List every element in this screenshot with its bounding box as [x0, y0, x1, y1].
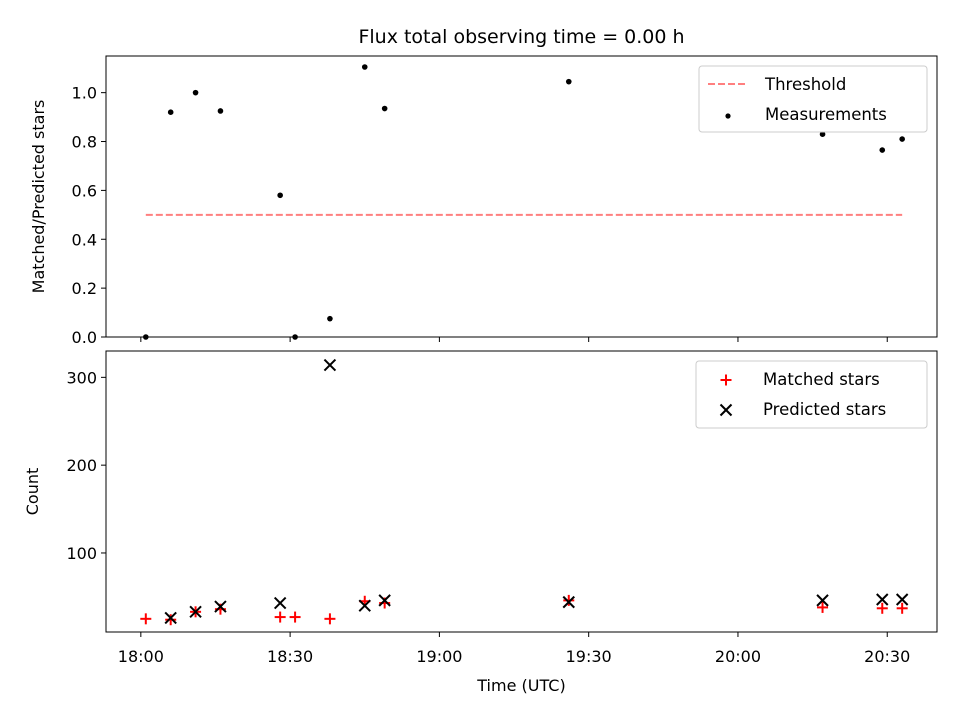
x-axis-label: Time (UTC): [476, 676, 565, 695]
top-legend-box: [698, 65, 928, 133]
predicted-star-point: [562, 595, 575, 609]
predicted-star-point: [378, 594, 391, 607]
bottom-y-tick-label: 100: [66, 544, 97, 563]
top-y-ticks: 0.0 0.2 0.4 0.6 0.8 1.0: [72, 84, 106, 347]
legend-x-marker: [719, 403, 733, 417]
predicted-star-point: [876, 593, 889, 606]
bottom-plot-frame: [105, 350, 938, 633]
chart-title: Flux total observing time = 0.00 h: [358, 26, 684, 48]
bottom-y-ticks: 100 200 300: [66, 368, 106, 563]
top-y-tick-label: 1.0: [72, 84, 97, 103]
predicted-star-point: [164, 611, 177, 625]
measurement-point: [217, 108, 224, 114]
measurement-point: [565, 78, 572, 85]
bottom-legend: Matched stars Predicted stars: [695, 360, 928, 429]
top-legend: Threshold Measurements: [698, 65, 928, 133]
measurement-point: [167, 109, 174, 115]
top-y-tick-label: 0.8: [72, 133, 97, 152]
x-tick-label: 20:00: [715, 647, 761, 666]
matched-star-point: [876, 602, 888, 614]
predicted-star-point: [189, 605, 202, 619]
legend-plus-marker: [720, 374, 732, 386]
top-y-tick-label: 0.6: [72, 181, 97, 200]
measurement-point: [192, 89, 199, 96]
measurement-point: [879, 147, 886, 153]
matched-star-point: [563, 594, 575, 606]
measurement-points: [143, 64, 905, 340]
measurement-point: [819, 131, 826, 137]
legend-measurements-label: Measurements: [765, 105, 887, 124]
count-points: [140, 358, 909, 626]
measurement-point: [899, 136, 905, 142]
top-y-axis-label: Matched/Predicted stars: [29, 100, 48, 294]
x-tick-label: 19:30: [566, 647, 612, 666]
matched-star-point: [817, 601, 829, 613]
matched-star-point: [289, 611, 301, 623]
predicted-star-point: [816, 594, 829, 607]
top-y-tick-label: 0.4: [72, 230, 97, 249]
predicted-star-point: [273, 596, 287, 610]
bottom-x-ticks: 18:00 18:30 19:00 19:30 20:00 20:30: [118, 632, 910, 666]
predicted-star-point: [323, 358, 337, 372]
x-tick-label: 18:00: [118, 647, 164, 666]
bottom-legend-box: [695, 360, 928, 429]
measurement-point: [361, 64, 368, 70]
bottom-y-tick-label: 300: [66, 368, 97, 387]
bottom-y-axis-label: Count: [23, 468, 42, 516]
x-tick-label: 20:30: [864, 647, 910, 666]
matched-star-point: [274, 611, 286, 623]
predicted-star-point: [895, 593, 909, 606]
predicted-star-point: [214, 600, 227, 613]
top-plot-frame: [105, 55, 938, 338]
legend-measurements-swatch: [725, 113, 731, 119]
top-y-tick-label: 0.2: [72, 279, 97, 298]
predicted-star-point: [358, 599, 371, 612]
matched-star-point: [140, 613, 152, 625]
top-x-ticks: [140, 337, 888, 342]
legend-predicted-label: Predicted stars: [763, 400, 886, 419]
legend-threshold-label: Threshold: [764, 75, 846, 94]
legend-matched-label: Matched stars: [763, 370, 880, 389]
legend-matched-swatch: [720, 374, 732, 386]
x-tick-label: 18:30: [267, 647, 313, 666]
top-panel: Flux total observing time = 0.00 h Match…: [29, 26, 938, 347]
measurement-point: [327, 315, 333, 322]
legend-predicted-swatch: [719, 403, 733, 417]
matched-star-point: [896, 602, 908, 614]
matched-star-point: [165, 614, 177, 626]
bottom-panel: Count Time (UTC) 100 200 300 18:00 18:30 19:…: [23, 350, 938, 695]
bottom-y-tick-label: 200: [66, 456, 97, 475]
measurement-point: [381, 105, 388, 112]
measurement-point: [277, 192, 283, 199]
top-y-tick-label: 0.0: [72, 328, 97, 347]
matched-star-point: [324, 613, 336, 625]
x-tick-label: 19:00: [416, 647, 462, 666]
